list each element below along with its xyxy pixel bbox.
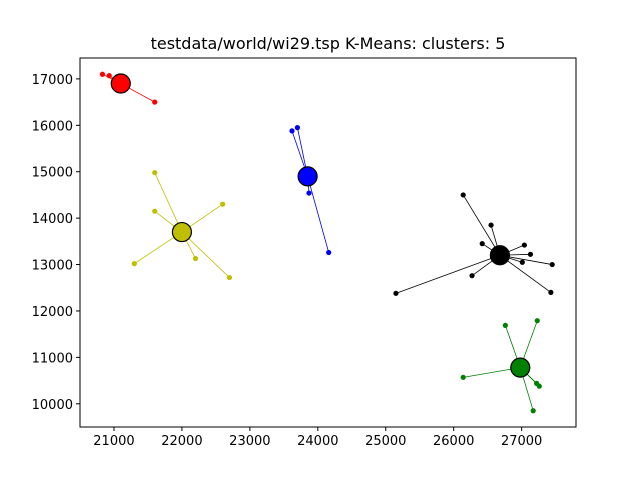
chart-title: testdata/world/wi29.tsp K-Means: cluster… [151, 34, 506, 53]
x-tick-label-26000: 26000 [433, 434, 474, 449]
cluster-5-point-1 [502, 322, 508, 328]
x-tick-label-24000: 24000 [297, 434, 338, 449]
cluster-3 [131, 170, 233, 281]
cluster-5-point-2 [534, 318, 540, 324]
cluster-2-link-4 [307, 176, 330, 253]
cluster-3-point-4 [131, 261, 137, 267]
y-tick-label-16000: 16000 [32, 119, 73, 134]
y-tick-label-10000: 10000 [32, 398, 73, 413]
cluster-4-centroid [489, 245, 511, 266]
cluster-1-centroid [110, 73, 131, 94]
cluster-2 [289, 125, 332, 256]
cluster-2-point-4 [326, 249, 332, 256]
cluster-4-point-4 [521, 242, 527, 248]
cluster-1-point-1 [99, 71, 106, 77]
cluster-2-point-3 [306, 190, 312, 196]
cluster-4-point-3 [479, 241, 485, 247]
y-tick-label-15000: 15000 [32, 166, 73, 181]
cluster-5-centroid [510, 357, 531, 378]
cluster-3-centroid [171, 221, 193, 243]
cluster-4 [393, 192, 555, 296]
cluster-3-point-6 [226, 274, 233, 281]
cluster-4-point-10 [393, 290, 399, 296]
x-tick-label-25000: 25000 [365, 434, 406, 449]
cluster-3-link-6 [181, 231, 230, 278]
cluster-3-point-5 [192, 255, 199, 262]
cluster-3-point-1 [152, 170, 158, 176]
x-tick-label-27000: 27000 [501, 434, 542, 449]
cluster-5-point-6 [530, 408, 536, 414]
cluster-5-point-3 [460, 374, 466, 380]
cluster-3-link-1 [154, 172, 183, 233]
y-tick-label-13000: 13000 [32, 259, 73, 274]
cluster-3-point-2 [152, 208, 158, 214]
cluster-4-point-5 [527, 251, 534, 257]
y-tick-label-12000: 12000 [32, 305, 73, 320]
cluster-4-point-2 [488, 222, 494, 228]
cluster-4-point-9 [548, 289, 554, 295]
cluster-4-point-8 [469, 273, 475, 279]
cluster-4-link-9 [499, 254, 552, 293]
x-tick-label-21000: 21000 [93, 434, 134, 449]
plot-frame [79, 57, 577, 428]
cluster-5-point-5 [536, 383, 542, 389]
y-tick-label-11000: 11000 [32, 351, 73, 366]
cluster-2-point-2 [294, 125, 301, 131]
x-tick-label-23000: 23000 [229, 434, 270, 449]
cluster-4-point-6 [549, 261, 555, 268]
cluster-1-point-2 [106, 73, 112, 79]
cluster-1 [99, 71, 158, 105]
cluster-4-link-10 [395, 254, 501, 294]
cluster-2-point-1 [289, 128, 295, 134]
cluster-2-centroid [297, 166, 318, 187]
cluster-5 [460, 318, 542, 414]
x-tick-label-22000: 22000 [161, 434, 202, 449]
plot-marks [99, 71, 555, 414]
cluster-1-point-3 [152, 99, 158, 105]
y-tick-label-14000: 14000 [32, 212, 73, 227]
cluster-4-point-7 [519, 259, 525, 265]
cluster-3-point-3 [220, 201, 226, 207]
cluster-4-point-1 [460, 192, 466, 198]
plot-axes: 21000 22000 23000 24000 25000 26000 27000 10000… [32, 57, 577, 449]
cluster-4-link-1 [462, 194, 501, 256]
y-tick-label-17000: 17000 [32, 73, 73, 88]
